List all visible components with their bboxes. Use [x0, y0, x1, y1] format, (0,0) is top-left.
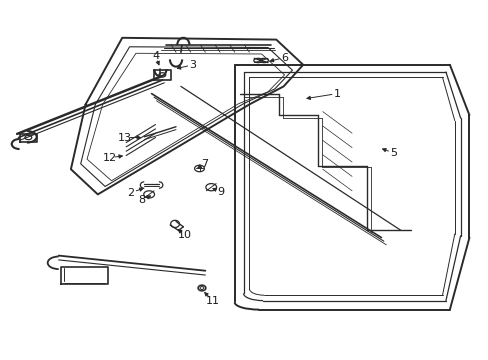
Text: 10: 10 [178, 230, 191, 240]
Text: 13: 13 [118, 132, 131, 143]
Text: 5: 5 [389, 148, 396, 158]
Text: 9: 9 [217, 186, 224, 197]
Text: 3: 3 [189, 60, 196, 70]
Text: 11: 11 [205, 296, 219, 306]
Text: 7: 7 [201, 159, 207, 169]
Text: 12: 12 [102, 153, 116, 163]
Text: 6: 6 [281, 53, 287, 63]
Text: 2: 2 [127, 188, 134, 198]
Text: 8: 8 [138, 195, 145, 205]
Text: 1: 1 [333, 89, 340, 99]
Text: 4: 4 [152, 51, 159, 61]
